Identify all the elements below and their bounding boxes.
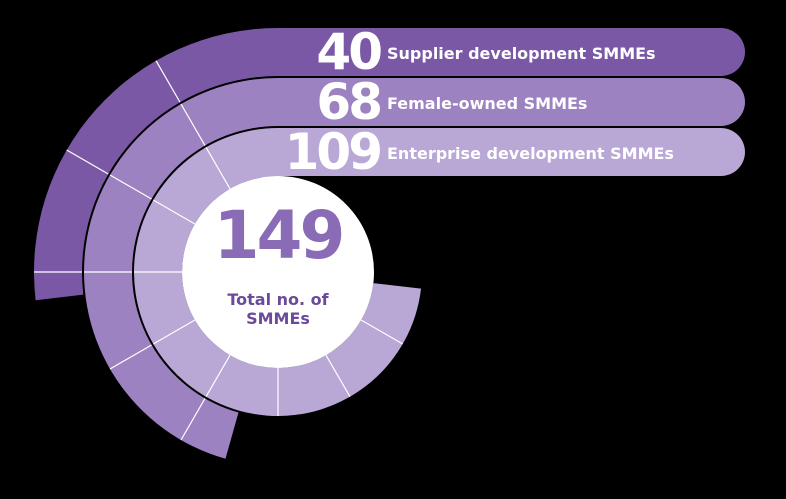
segment-divider	[66, 149, 109, 175]
center-circle	[182, 176, 374, 368]
item-label: Enterprise development SMMEs	[387, 144, 674, 163]
segment-divider	[109, 344, 152, 370]
item-label: Supplier development SMMEs	[387, 44, 656, 63]
segment-divider	[180, 398, 206, 441]
total-label-box: Total no. of SMMEs	[227, 290, 329, 328]
ring-bar	[278, 78, 745, 126]
ring-arc	[134, 128, 422, 416]
ring-arc	[84, 78, 278, 459]
total-label: Total no. of SMMEs	[227, 290, 329, 328]
segment-divider	[152, 319, 196, 345]
segment-divider	[180, 103, 206, 146]
item-value: 40	[316, 23, 381, 81]
rings	[33, 28, 745, 459]
ring-bar	[278, 128, 745, 176]
total-value: 149	[214, 197, 343, 274]
segment-divider	[360, 319, 404, 345]
segment-divider	[205, 146, 231, 190]
item-value: 68	[316, 73, 380, 131]
item-value: 109	[285, 123, 381, 181]
item-label: Female-owned SMMEs	[387, 94, 587, 113]
segment-divider	[152, 199, 196, 225]
ring-bar	[278, 28, 745, 76]
ring-arc	[33, 28, 278, 301]
segment-divider	[205, 354, 231, 398]
segment-divider	[155, 60, 181, 103]
segment-divider	[325, 354, 351, 398]
segment-divider	[109, 174, 152, 200]
